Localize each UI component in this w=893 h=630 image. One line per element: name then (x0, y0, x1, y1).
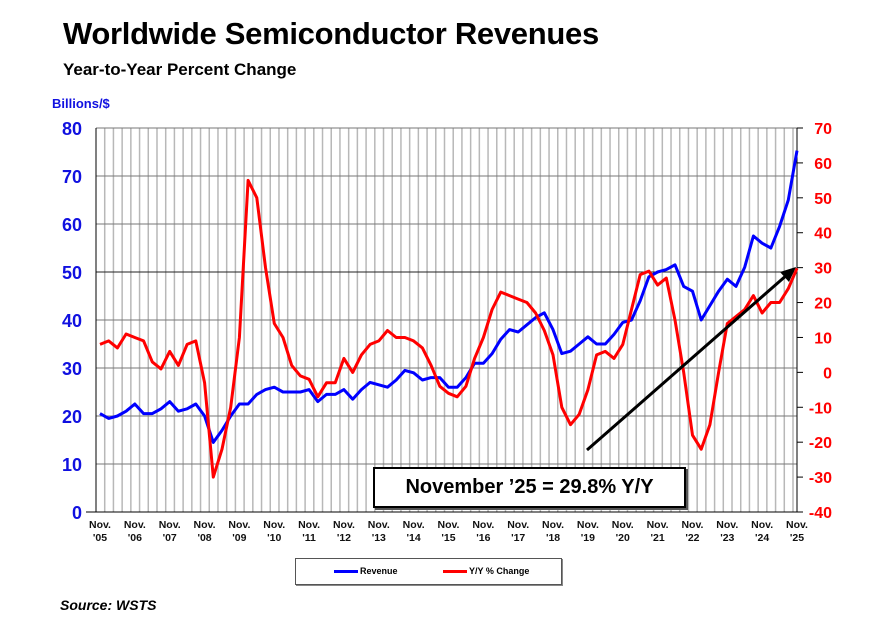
right-axis-tick-label: -40 (809, 505, 832, 522)
x-axis-tick-label: Nov. (751, 519, 773, 531)
legend-item-yoy: Y/Y % Change (443, 566, 529, 576)
x-axis-tick-label: '09 (232, 532, 246, 544)
right-axis-tick-label: 50 (814, 191, 832, 208)
x-axis-tick-label: Nov. (786, 519, 808, 531)
x-axis-tick-label: Nov. (194, 519, 216, 531)
legend-swatch-yoy (443, 569, 467, 573)
legend-item-revenue: Revenue (334, 566, 398, 576)
left-axis-tick-label: 10 (62, 455, 82, 475)
x-axis-tick-label: '12 (337, 532, 351, 544)
x-axis-tick-label: '07 (163, 532, 177, 544)
x-axis-tick-label: Nov. (124, 519, 146, 531)
annotation-box: November ’25 = 29.8% Y/Y (373, 467, 686, 508)
chart-title: Worldwide Semiconductor Revenues (63, 16, 599, 51)
legend-label: Y/Y % Change (469, 566, 530, 576)
x-axis-tick-label: Nov. (681, 519, 703, 531)
x-axis-tick-label: Nov. (577, 519, 599, 531)
source-note: Source: WSTS (60, 597, 157, 613)
x-axis-tick-label: Nov. (716, 519, 738, 531)
legend-label: Revenue (360, 566, 398, 576)
x-axis-tick-label: '23 (720, 532, 734, 544)
legend: Revenue Y/Y % Change (295, 558, 562, 585)
right-axis-tick-label: 40 (814, 226, 832, 243)
x-axis-tick-label: '21 (651, 532, 665, 544)
x-axis-tick-label: '20 (616, 532, 630, 544)
right-axis-tick-label: -10 (809, 400, 832, 417)
x-axis-tick-label: Nov. (228, 519, 250, 531)
left-axis-tick-label: 40 (62, 311, 82, 331)
trend-arrow (586, 272, 789, 452)
right-axis-tick-label: -20 (809, 435, 832, 452)
chart-subtitle: Year-to-Year Percent Change (63, 60, 297, 79)
x-axis-tick-label: '08 (197, 532, 211, 544)
x-axis-tick-label: Nov. (507, 519, 529, 531)
left-axis-tick-label: 0 (72, 503, 82, 523)
left-axis-tick-label: 20 (62, 407, 82, 427)
left-axis-tick-label: 60 (62, 215, 82, 235)
right-axis-tick-label: 20 (814, 296, 832, 313)
x-axis-tick-label: '15 (441, 532, 455, 544)
left-axis-tick-label: 80 (62, 119, 82, 139)
x-axis-tick-label: '11 (302, 532, 316, 544)
x-axis-tick-label: Nov. (263, 519, 285, 531)
x-axis-tick-label: '19 (581, 532, 595, 544)
right-axis-tick-label: 60 (814, 156, 832, 173)
right-axis-tick-label: 0 (823, 365, 832, 382)
yoy-change-line (99, 178, 799, 479)
x-axis-tick-label: Nov. (647, 519, 669, 531)
left-axis-tick-label: 70 (62, 167, 82, 187)
x-axis-tick-label: Nov. (403, 519, 425, 531)
x-axis-tick-label: '17 (511, 532, 525, 544)
x-axis-tick-label: Nov. (368, 519, 390, 531)
arrow-head-icon (780, 267, 796, 282)
x-axis-tick-label: '16 (476, 532, 490, 544)
x-axis-tick-label: Nov. (542, 519, 564, 531)
left-axis-tick-label: 30 (62, 359, 82, 379)
x-axis-tick-label: '13 (372, 532, 386, 544)
x-axis-tick-label: '25 (790, 532, 804, 544)
revenue-line (99, 150, 799, 444)
x-axis-tick-label: '22 (685, 532, 699, 544)
x-axis-tick-label: '10 (267, 532, 281, 544)
left-axis-tick-label: 50 (62, 263, 82, 283)
x-axis-tick-label: Nov. (472, 519, 494, 531)
x-axis-tick-label: Nov. (333, 519, 355, 531)
right-axis-tick-label: -30 (809, 470, 832, 487)
right-axis-tick-label: 70 (814, 121, 832, 138)
x-axis-tick-label: Nov. (438, 519, 460, 531)
right-axis-tick-label: 30 (814, 261, 832, 278)
x-axis-tick-label: '18 (546, 532, 560, 544)
x-axis-tick-label: Nov. (612, 519, 634, 531)
right-axis-tick-label: 10 (814, 330, 832, 347)
x-axis-tick-label: Nov. (159, 519, 181, 531)
x-axis-tick-label: Nov. (89, 519, 111, 531)
x-axis-tick-label: Nov. (298, 519, 320, 531)
x-axis-tick-label: '06 (128, 532, 142, 544)
legend-swatch-revenue (334, 569, 358, 573)
x-axis-tick-label: '24 (755, 532, 769, 544)
y-axis-label: Billions/$ (52, 96, 111, 111)
x-axis-tick-label: '05 (93, 532, 107, 544)
x-axis-tick-label: '14 (407, 532, 421, 544)
